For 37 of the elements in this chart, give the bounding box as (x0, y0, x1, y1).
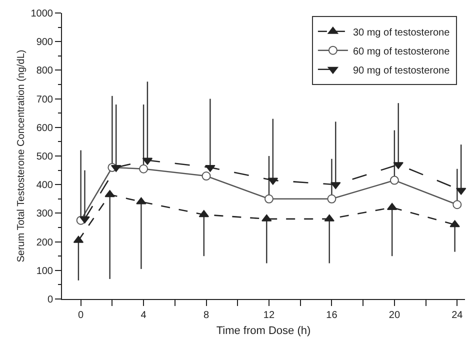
y-tick-label: 700 (36, 94, 54, 106)
y-tick-label: 100 (36, 266, 54, 277)
point (205, 164, 216, 172)
point (104, 190, 115, 198)
x-tick-label: 0 (78, 310, 84, 321)
point (262, 214, 272, 222)
legend-label: 30 mg of testosterone (352, 27, 450, 38)
y-tick-label: 300 (36, 208, 54, 220)
y-tick-label: 800 (36, 66, 54, 77)
point (390, 176, 399, 185)
point (202, 172, 211, 181)
y-tick-label: 1000 (30, 8, 54, 20)
y-tick-label: 400 (36, 180, 54, 192)
y-tick-label: 900 (36, 37, 54, 48)
point (264, 194, 274, 204)
x-tick-label: 12 (263, 310, 275, 321)
x-tick-label: 24 (452, 310, 464, 321)
y-tick-label: 200 (36, 237, 54, 248)
x-tick-label: 16 (326, 310, 338, 321)
legend-label: 90 mg of testosterone (352, 65, 450, 76)
y-tick-label: 500 (36, 152, 54, 162)
y-axis-title: Serum Total Testosterone Concentration (ng/dL) (16, 50, 27, 262)
y-tick-label: 0 (47, 294, 54, 306)
legend-label: 60 mg of testosterone (352, 46, 450, 58)
x-tick-label: 4 (140, 310, 147, 321)
y-tick-label: 600 (36, 122, 54, 134)
point (452, 200, 462, 210)
point (393, 162, 404, 170)
point (136, 197, 146, 204)
point (330, 182, 341, 190)
point (327, 194, 336, 204)
point (139, 164, 148, 174)
x-tick-label: 20 (388, 310, 400, 321)
x-tick-label: 8 (203, 310, 210, 321)
x-axis-title: Time from Dose (h) (216, 325, 311, 338)
point (450, 220, 460, 228)
point (324, 214, 334, 222)
